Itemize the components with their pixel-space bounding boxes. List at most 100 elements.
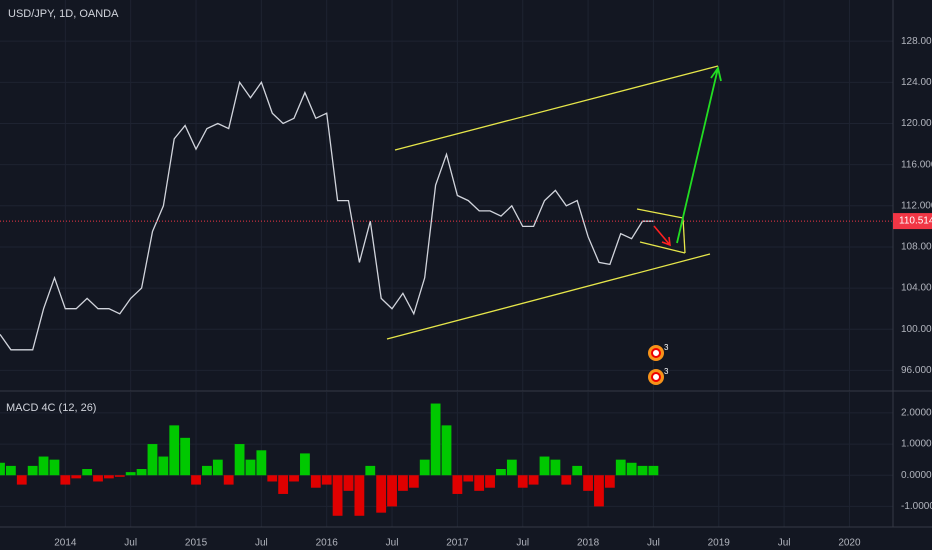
macd-bar bbox=[539, 456, 550, 476]
macd-bar bbox=[16, 475, 27, 485]
drawings bbox=[386, 65, 722, 340]
macd-bar bbox=[234, 444, 245, 476]
up-arrow bbox=[676, 65, 722, 244]
macd-bar bbox=[93, 475, 103, 482]
indicator-title: MACD 4C (12, 26) bbox=[6, 402, 96, 414]
channel-upper bbox=[394, 65, 719, 151]
macd-bar bbox=[528, 475, 539, 485]
macd-bar bbox=[615, 459, 626, 476]
macd-bar bbox=[398, 475, 408, 491]
macd-bar bbox=[256, 450, 267, 476]
macd-bar bbox=[408, 475, 419, 488]
macd-bar bbox=[38, 456, 49, 476]
macd-bar bbox=[169, 425, 180, 476]
macd-bar bbox=[191, 475, 201, 485]
x-tick-label: 2014 bbox=[54, 538, 77, 549]
macd-bar bbox=[332, 475, 343, 516]
macd-bar bbox=[158, 456, 169, 476]
y-tick-label: 108.000 bbox=[901, 242, 932, 253]
y-tick-label: 124.000 bbox=[901, 77, 932, 88]
macd-bar bbox=[485, 475, 495, 488]
macd-bar bbox=[572, 465, 583, 476]
x-tick-label: Jul bbox=[386, 538, 399, 549]
macd-bar bbox=[365, 465, 376, 476]
macd-bar bbox=[212, 459, 223, 476]
macd-bar bbox=[376, 475, 387, 513]
macd-bar bbox=[387, 475, 397, 507]
macd-bar bbox=[463, 475, 474, 482]
macd-bar bbox=[136, 469, 147, 476]
last-price-box bbox=[893, 213, 932, 230]
macd-bar bbox=[354, 475, 365, 516]
macd-bar bbox=[147, 444, 158, 476]
event-badges: 3 3 bbox=[648, 343, 669, 385]
macd-bar bbox=[604, 475, 615, 488]
wedge-upper bbox=[636, 208, 684, 219]
symbol-title: USD/JPY, 1D, OANDA bbox=[8, 8, 119, 20]
macd-bar bbox=[474, 475, 485, 491]
macd-bar bbox=[430, 403, 441, 476]
y-tick-label: 104.000 bbox=[901, 283, 932, 294]
macd-bar bbox=[60, 475, 71, 485]
macd-bar bbox=[180, 437, 191, 476]
macd-bar bbox=[594, 475, 604, 507]
y-tick-label: 96.000 bbox=[901, 365, 932, 376]
macd-bar bbox=[223, 475, 234, 485]
x-tick-label: 2020 bbox=[838, 538, 861, 549]
macd-bar bbox=[343, 475, 354, 491]
macd-bar bbox=[626, 462, 637, 476]
plot bbox=[0, 80, 893, 516]
price-line bbox=[0, 80, 654, 351]
down-arrow bbox=[653, 225, 671, 247]
macd-bar bbox=[506, 459, 517, 476]
macd-bar bbox=[104, 475, 114, 479]
macd-bar bbox=[49, 459, 60, 476]
macd-bar bbox=[82, 469, 93, 476]
x-tick-label: Jul bbox=[516, 538, 529, 549]
macd-bar bbox=[441, 425, 452, 476]
y-tick-label: 112.000 bbox=[901, 200, 932, 211]
x-tick-label: 2016 bbox=[316, 538, 339, 549]
macd-bar bbox=[550, 459, 561, 476]
macd-bar bbox=[27, 465, 38, 476]
y-tick-label: -1.0000 bbox=[901, 501, 932, 512]
x-tick-label: 2017 bbox=[446, 538, 469, 549]
macd-bar bbox=[71, 475, 82, 479]
x-tick-label: 2018 bbox=[577, 538, 600, 549]
macd-bar bbox=[452, 475, 463, 494]
macd-bar bbox=[496, 469, 506, 476]
y-tick-label: 120.000 bbox=[901, 118, 932, 129]
wedge-end bbox=[682, 217, 686, 254]
macd-bar bbox=[278, 475, 289, 494]
macd-bar bbox=[300, 453, 310, 476]
badge-icon bbox=[651, 348, 661, 358]
x-tick-label: 2015 bbox=[185, 538, 208, 549]
macd-bar bbox=[561, 475, 572, 485]
macd-bar bbox=[583, 475, 593, 491]
y-tick-label: 2.0000 bbox=[901, 408, 932, 419]
x-tick-label: Jul bbox=[124, 538, 137, 549]
x-tick-label: Jul bbox=[778, 538, 791, 549]
x-tick-label: Jul bbox=[255, 538, 268, 549]
last-price-label: 110.514 bbox=[899, 216, 932, 227]
macd-bar bbox=[419, 459, 430, 476]
macd-bar bbox=[114, 475, 125, 477]
macd-bar bbox=[517, 475, 528, 488]
channel-lower bbox=[386, 253, 711, 340]
macd-bar bbox=[310, 475, 321, 488]
macd-bar bbox=[245, 459, 256, 476]
y-tick-label: 128.000 bbox=[901, 36, 932, 47]
macd-bar bbox=[5, 465, 16, 476]
y-tick-label: 0.0000 bbox=[901, 470, 932, 481]
badge-count: 3 bbox=[664, 343, 669, 352]
y-tick-label: 1.0000 bbox=[901, 439, 932, 450]
x-tick-label: Jul bbox=[647, 538, 660, 549]
macd-bar bbox=[289, 475, 299, 482]
x-tick-label: 2019 bbox=[708, 538, 731, 549]
badge-icon bbox=[651, 372, 661, 382]
macd-bar bbox=[648, 465, 659, 476]
grid bbox=[0, 0, 893, 527]
y-tick-label: 100.000 bbox=[901, 324, 932, 335]
wedge-lower bbox=[639, 241, 686, 254]
